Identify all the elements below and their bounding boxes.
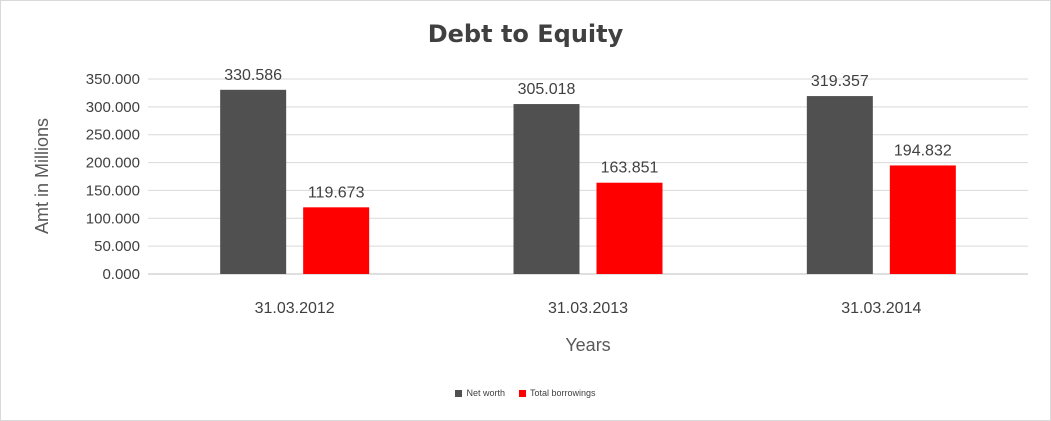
y-tick-label: 150.000 bbox=[86, 182, 140, 199]
data-label: 119.673 bbox=[308, 184, 365, 201]
y-tick-label: 50.000 bbox=[94, 238, 140, 255]
y-tick-label: 0.000 bbox=[102, 266, 140, 283]
legend-swatch-total-borrowings bbox=[518, 389, 526, 397]
bar bbox=[513, 104, 580, 274]
data-label: 305.018 bbox=[518, 81, 576, 98]
bar bbox=[220, 89, 287, 274]
x-tick-label: 31.03.2013 bbox=[548, 300, 628, 317]
y-tick-label: 100.000 bbox=[86, 210, 140, 227]
legend-item-net-worth: Net worth bbox=[455, 388, 505, 398]
legend: Net worth Total borrowings bbox=[0, 388, 1051, 398]
bar bbox=[596, 182, 663, 274]
bar bbox=[303, 207, 370, 274]
chart-title: Debt to Equity bbox=[427, 20, 624, 48]
data-label: 319.357 bbox=[811, 73, 869, 90]
x-tick-label: 31.03.2012 bbox=[255, 300, 335, 317]
data-label: 163.851 bbox=[601, 160, 659, 177]
legend-swatch-net-worth bbox=[455, 389, 463, 397]
y-tick-label: 300.000 bbox=[86, 99, 140, 116]
x-axis-title: Years bbox=[565, 335, 610, 355]
x-tick-label: 31.03.2014 bbox=[841, 300, 921, 317]
bar bbox=[889, 165, 956, 274]
legend-label-total-borrowings: Total borrowings bbox=[529, 388, 596, 398]
data-label: 194.832 bbox=[894, 142, 952, 159]
y-tick-label: 200.000 bbox=[86, 155, 140, 172]
bar bbox=[806, 96, 873, 274]
legend-label-net-worth: Net worth bbox=[466, 388, 505, 398]
y-tick-label: 350.000 bbox=[86, 71, 140, 88]
data-label: 330.586 bbox=[224, 67, 282, 84]
y-tick-label: 250.000 bbox=[86, 127, 140, 144]
y-axis-title: Amt in Millions bbox=[32, 118, 52, 234]
legend-item-total-borrowings: Total borrowings bbox=[518, 388, 596, 398]
